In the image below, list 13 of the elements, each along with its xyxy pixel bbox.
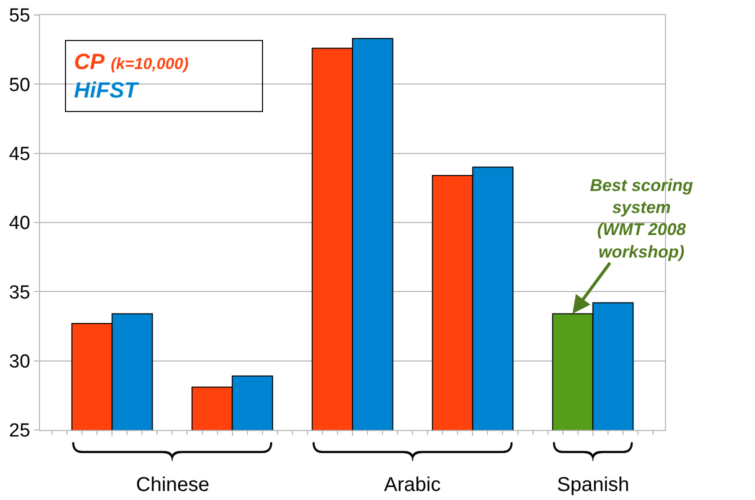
y-tick-label: 50 bbox=[9, 74, 30, 96]
y-tick-label: 30 bbox=[9, 351, 30, 372]
annotation: Best scoring system (WMT 2008 workshop) bbox=[590, 176, 694, 262]
text: Arabic bbox=[384, 474, 441, 496]
y-tick-label: 35 bbox=[9, 282, 30, 304]
y-tick-label: 55 bbox=[9, 6, 30, 27]
text: HiFST bbox=[74, 78, 140, 103]
y-tick-label: 25 bbox=[9, 420, 30, 442]
text: CP (k=10,000) bbox=[74, 49, 189, 74]
y-tick-label: 40 bbox=[9, 213, 30, 234]
text: Spanish bbox=[557, 474, 630, 496]
y-tick-label: 45 bbox=[9, 144, 30, 165]
text: Chinese bbox=[136, 474, 210, 496]
